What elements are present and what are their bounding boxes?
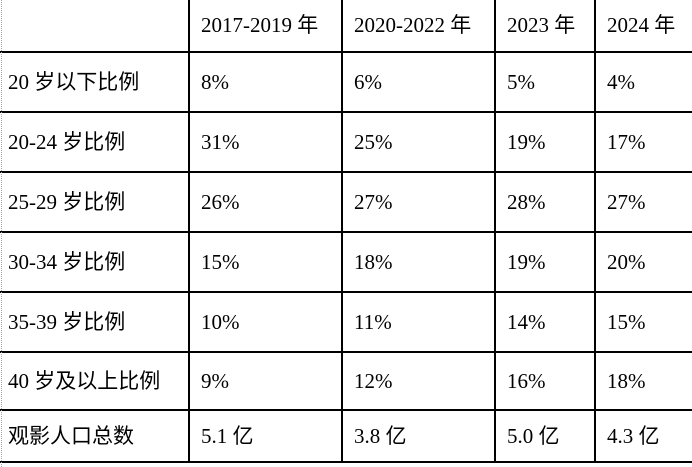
row-label: 观影人口总数: [0, 409, 190, 463]
cell: 19%: [494, 231, 596, 293]
column-header-2020-2022: 2020-2022 年: [341, 0, 496, 53]
cell: 6%: [341, 51, 496, 113]
table-row: 20-24 岁比例 31% 25% 19% 17%: [0, 111, 692, 173]
cell: 4.3 亿: [594, 409, 692, 463]
cell: 11%: [341, 291, 496, 353]
table-header-row: 2017-2019 年 2020-2022 年 2023 年 2024 年: [0, 0, 692, 53]
cell: 3.8 亿: [341, 409, 496, 463]
cell: 9%: [188, 351, 343, 411]
cell: 18%: [594, 351, 692, 411]
cell: 19%: [494, 111, 596, 173]
cell: 5.1 亿: [188, 409, 343, 463]
table-row: 25-29 岁比例 26% 27% 28% 27%: [0, 171, 692, 233]
page-gridline-left: [1, 0, 2, 467]
cell: 10%: [188, 291, 343, 353]
row-label: 20-24 岁比例: [0, 111, 190, 173]
column-header-2024: 2024 年: [594, 0, 692, 53]
corner-cell: [0, 0, 190, 53]
cell: 5.0 亿: [494, 409, 596, 463]
row-label: 35-39 岁比例: [0, 291, 190, 353]
cell: 27%: [341, 171, 496, 233]
cell: 4%: [594, 51, 692, 113]
cell: 17%: [594, 111, 692, 173]
table-row: 观影人口总数 5.1 亿 3.8 亿 5.0 亿 4.3 亿: [0, 409, 692, 463]
cell: 25%: [341, 111, 496, 173]
cell: 18%: [341, 231, 496, 293]
cell: 15%: [594, 291, 692, 353]
cell: 8%: [188, 51, 343, 113]
row-label: 20 岁以下比例: [0, 51, 190, 113]
cell: 28%: [494, 171, 596, 233]
table-row: 30-34 岁比例 15% 18% 19% 20%: [0, 231, 692, 293]
cell: 27%: [594, 171, 692, 233]
table-row: 20 岁以下比例 8% 6% 5% 4%: [0, 51, 692, 113]
cell: 5%: [494, 51, 596, 113]
cell: 15%: [188, 231, 343, 293]
column-header-2023: 2023 年: [494, 0, 596, 53]
cell: 20%: [594, 231, 692, 293]
cell: 12%: [341, 351, 496, 411]
row-label: 25-29 岁比例: [0, 171, 190, 233]
column-header-2017-2019: 2017-2019 年: [188, 0, 343, 53]
cell: 26%: [188, 171, 343, 233]
table-row: 40 岁及以上比例 9% 12% 16% 18%: [0, 351, 692, 411]
row-label: 40 岁及以上比例: [0, 351, 190, 411]
cell: 31%: [188, 111, 343, 173]
cell: 14%: [494, 291, 596, 353]
table-row: 35-39 岁比例 10% 11% 14% 15%: [0, 291, 692, 353]
cell: 16%: [494, 351, 596, 411]
row-label: 30-34 岁比例: [0, 231, 190, 293]
